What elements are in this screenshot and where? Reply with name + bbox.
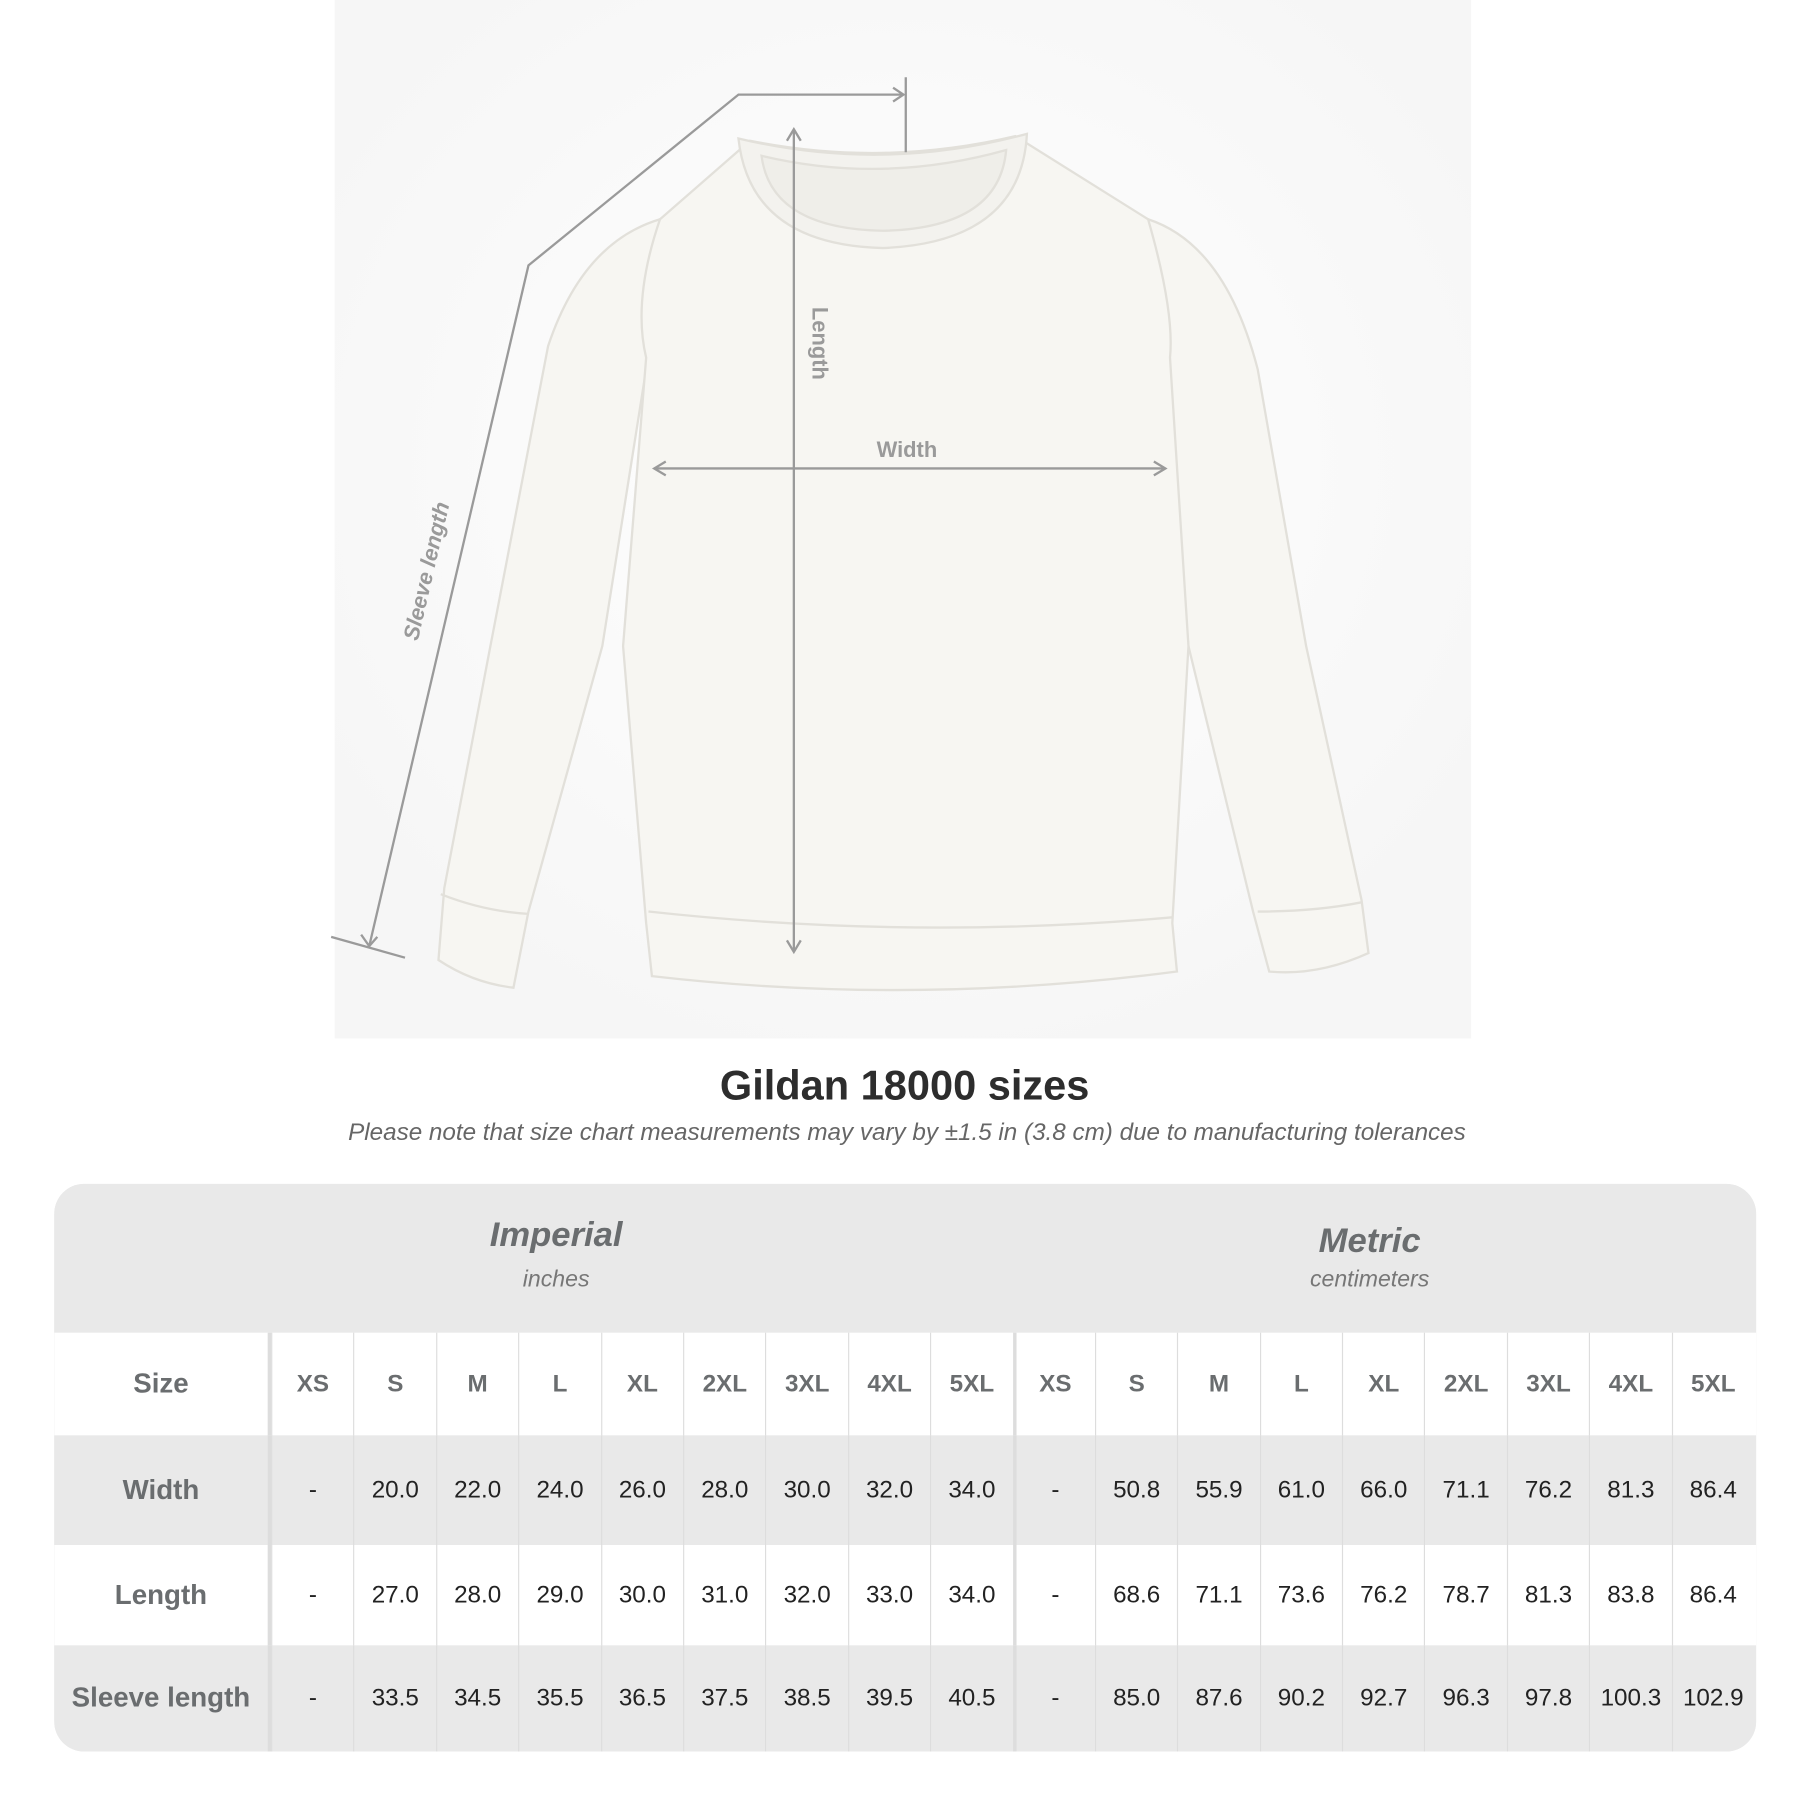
metric-value-cell: 102.9: [1671, 1645, 1754, 1752]
metric-value-cell: 86.4: [1671, 1435, 1754, 1545]
table-row: Width -20.0 22.0 24.0 26.0 28.0 30.0 32.0 34.0-5…: [54, 1435, 1757, 1545]
imperial-value-cell: 28.0: [683, 1435, 765, 1545]
size-table: Imperial inches Metric centimeters Size X…: [54, 1183, 1757, 1752]
metric-value-cell: 81.3: [1506, 1544, 1589, 1646]
imperial-value-cell: 38.5: [765, 1645, 847, 1752]
metric-value-cell: 90.2: [1259, 1645, 1342, 1752]
metric-value-cell: 97.8: [1506, 1645, 1589, 1752]
metric-size-header: 4XL: [1589, 1332, 1671, 1436]
metric-value-cell: 86.4: [1671, 1544, 1754, 1646]
imperial-size-header: L: [518, 1332, 600, 1436]
metric-title: Metric: [1318, 1221, 1421, 1260]
metric-value-cell: 68.6: [1094, 1544, 1177, 1646]
imperial-size-header: M: [435, 1332, 518, 1436]
imperial-value-cell: 34.0: [930, 1544, 1012, 1646]
units-header: Imperial inches Metric centimeters: [54, 1183, 1757, 1333]
imperial-value-cell: 34.5: [435, 1645, 518, 1752]
imperial-value-cell: -: [271, 1435, 353, 1545]
imperial-value-cell: 33.5: [353, 1645, 436, 1752]
chart-title: Gildan 18000 sizes: [719, 1061, 1090, 1109]
metric-value-cell: 87.6: [1177, 1645, 1259, 1752]
length-label: Length: [807, 307, 832, 380]
sweatshirt-diagram: Length Width Sleeve length: [330, 0, 1472, 1039]
row-label: Length: [54, 1544, 272, 1646]
imperial-value-cell: 28.0: [435, 1544, 518, 1646]
imperial-size-header: 2XL: [683, 1332, 765, 1436]
metric-header: Metric centimeters: [1139, 1222, 1601, 1294]
imperial-value-cell: 24.0: [518, 1435, 600, 1545]
metric-value-cell: 76.2: [1506, 1435, 1589, 1545]
metric-value-cell: 85.0: [1094, 1645, 1177, 1752]
metric-size-header: L: [1259, 1332, 1342, 1436]
metric-size-header: M: [1177, 1332, 1259, 1436]
imperial-value-cell: -: [271, 1645, 353, 1752]
imperial-value-cell: 32.0: [765, 1544, 847, 1646]
imperial-value-cell: 36.5: [600, 1645, 683, 1752]
measurement-lines: [330, 77, 1168, 959]
width-label: Width: [877, 437, 938, 462]
sweatshirt-image: [437, 132, 1370, 992]
table-row: Length -27.0 28.0 29.0 30.0 31.0 32.0 33.0 34.0-…: [54, 1544, 1757, 1646]
metric-unit: centimeters: [1309, 1266, 1430, 1293]
metric-value-cell: 83.8: [1589, 1544, 1671, 1646]
metric-value-cell: 100.3: [1589, 1645, 1671, 1752]
metric-value-cell: -: [1012, 1435, 1095, 1545]
imperial-value-cell: 30.0: [600, 1544, 683, 1646]
imperial-value-cell: 34.0: [930, 1435, 1012, 1545]
tolerance-note: Please note that size chart measurements…: [348, 1119, 1466, 1146]
imperial-value-cell: 40.5: [930, 1645, 1012, 1752]
imperial-header: Imperial inches: [325, 1216, 787, 1293]
metric-size-header: XL: [1342, 1332, 1424, 1436]
metric-value-cell: 92.7: [1342, 1645, 1424, 1752]
metric-size-header: S: [1094, 1332, 1177, 1436]
right-sleeve: [1146, 217, 1370, 974]
size-header-row: Size XS S M L XL 2XL 3XL 4XL 5XL XS S M L XL 2XL 3XL 4XL 5…: [54, 1332, 1757, 1436]
imperial-value-cell: -: [271, 1544, 353, 1646]
imperial-value-cell: 39.5: [847, 1645, 930, 1752]
imperial-value-cell: 35.5: [518, 1645, 600, 1752]
metric-value-cell: 78.7: [1424, 1544, 1506, 1646]
imperial-value-cell: 22.0: [435, 1435, 518, 1545]
imperial-size-header: S: [353, 1332, 436, 1436]
metric-size-header: 5XL: [1671, 1332, 1754, 1436]
metric-value-cell: 71.1: [1424, 1435, 1506, 1545]
imperial-value-cell: 27.0: [353, 1544, 436, 1646]
metric-size-header: 3XL: [1506, 1332, 1589, 1436]
imperial-unit: inches: [522, 1266, 590, 1293]
imperial-value-cell: 30.0: [765, 1435, 847, 1545]
metric-value-cell: 71.1: [1177, 1544, 1259, 1646]
metric-size-header: XS: [1012, 1332, 1095, 1436]
metric-value-cell: 81.3: [1589, 1435, 1671, 1545]
metric-value-cell: 76.2: [1342, 1544, 1424, 1646]
metric-value-cell: 50.8: [1094, 1435, 1177, 1545]
row-label: Width: [54, 1435, 272, 1545]
metric-value-cell: 96.3: [1424, 1645, 1506, 1752]
imperial-size-header: XL: [600, 1332, 683, 1436]
imperial-title: Imperial: [489, 1216, 623, 1255]
row-label: Sleeve length: [54, 1645, 272, 1752]
imperial-size-header: 3XL: [765, 1332, 847, 1436]
imperial-value-cell: 26.0: [600, 1435, 683, 1545]
imperial-size-header: 4XL: [847, 1332, 930, 1436]
imperial-value-cell: 32.0: [847, 1435, 930, 1545]
imperial-value-cell: 33.0: [847, 1544, 930, 1646]
torso: [621, 134, 1190, 992]
row-label: Size: [54, 1332, 272, 1436]
imperial-value-cell: 31.0: [683, 1544, 765, 1646]
imperial-value-cell: 20.0: [353, 1435, 436, 1545]
imperial-value-cell: 37.5: [683, 1645, 765, 1752]
imperial-size-header: 5XL: [930, 1332, 1012, 1436]
metric-value-cell: -: [1012, 1544, 1095, 1646]
imperial-size-header: XS: [271, 1332, 353, 1436]
metric-value-cell: 73.6: [1259, 1544, 1342, 1646]
imperial-value-cell: 29.0: [518, 1544, 600, 1646]
metric-value-cell: 66.0: [1342, 1435, 1424, 1545]
left-sleeve: [437, 217, 662, 989]
metric-value-cell: 55.9: [1177, 1435, 1259, 1545]
metric-size-header: 2XL: [1424, 1332, 1506, 1436]
metric-value-cell: 61.0: [1259, 1435, 1342, 1545]
table-row: Sleeve length -33.5 34.5 35.5 36.5 37.5 38.5 39…: [54, 1645, 1757, 1752]
metric-value-cell: -: [1012, 1645, 1095, 1752]
